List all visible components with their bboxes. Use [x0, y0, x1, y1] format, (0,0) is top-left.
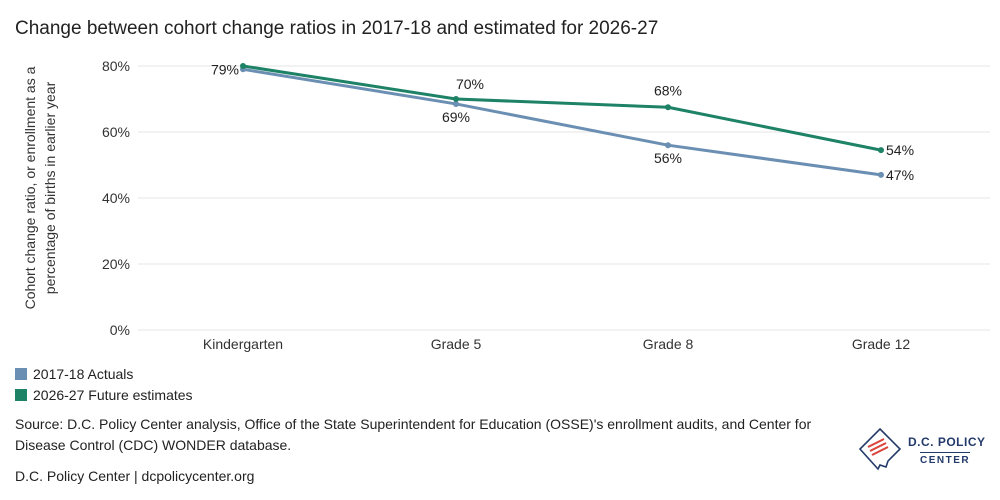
dc-map-icon — [858, 427, 902, 471]
x-tick-label: Grade 8 — [643, 336, 694, 352]
y-axis-label-line: percentage of births in earlier year — [42, 81, 58, 294]
y-tick-label: 20% — [102, 256, 130, 272]
data-label: 54% — [886, 142, 914, 158]
legend-swatch-actuals — [15, 367, 27, 380]
legend-item-actuals: 2017-18 Actuals — [15, 363, 193, 384]
legend-label-estimates: 2026-27 Future estimates — [33, 386, 193, 403]
line-chart: 0% 20% 40% 60% 80% Kindergarten Grade 5 Grade … — [22, 58, 990, 352]
data-label: 68% — [654, 82, 682, 98]
data-point — [453, 96, 459, 102]
logo-text-bottom: CENTER — [920, 452, 971, 466]
series-lines — [242, 64, 882, 177]
x-tick-label: Grade 5 — [431, 336, 482, 352]
legend-swatch-estimates — [15, 388, 27, 401]
chart-title: Change between cohort change ratios in 2… — [15, 18, 659, 39]
x-tick-label: Grade 12 — [852, 336, 911, 352]
logo-text-top: D.C. POLICY — [908, 435, 986, 449]
data-label: 56% — [654, 150, 682, 166]
data-label: 79% — [211, 61, 239, 77]
gridlines — [138, 65, 990, 331]
source-note: Source: D.C. Policy Center analysis, Off… — [15, 416, 812, 453]
series-line-1 — [242, 64, 882, 152]
legend: 2017-18 Actuals 2026-27 Future estimates — [15, 363, 193, 405]
y-tick-label: 40% — [102, 190, 130, 206]
data-labels: 79% 69% 56% 47% 70% 68% 54% — [211, 61, 914, 183]
legend-label-actuals: 2017-18 Actuals — [33, 365, 134, 382]
x-tick-label: Kindergarten — [203, 336, 283, 352]
data-label: 69% — [442, 109, 470, 125]
y-tick-label: 80% — [102, 58, 130, 74]
y-tick-label: 60% — [102, 124, 130, 140]
footer-credit: D.C. Policy Center | dcpolicycenter.org — [15, 468, 255, 484]
data-point — [878, 147, 884, 154]
data-point — [453, 100, 459, 107]
y-axis-label-line: Cohort change ratio, or enrollment as a — [22, 66, 38, 309]
x-tick-labels: Kindergarten Grade 5 Grade 8 Grade 12 — [203, 336, 910, 352]
dc-policy-center-logo: D.C. POLICY CENTER — [858, 425, 985, 475]
y-tick-labels: 0% 20% 40% 60% 80% — [102, 58, 130, 338]
legend-item-estimates: 2026-27 Future estimates — [15, 384, 193, 405]
data-point — [665, 104, 671, 111]
data-label: 47% — [886, 167, 914, 183]
data-point — [240, 63, 246, 69]
data-point — [665, 142, 671, 149]
data-points — [240, 63, 884, 178]
y-tick-label: 0% — [110, 322, 130, 338]
data-label: 70% — [456, 76, 484, 92]
data-point — [878, 171, 884, 178]
series-line-0 — [242, 67, 882, 177]
